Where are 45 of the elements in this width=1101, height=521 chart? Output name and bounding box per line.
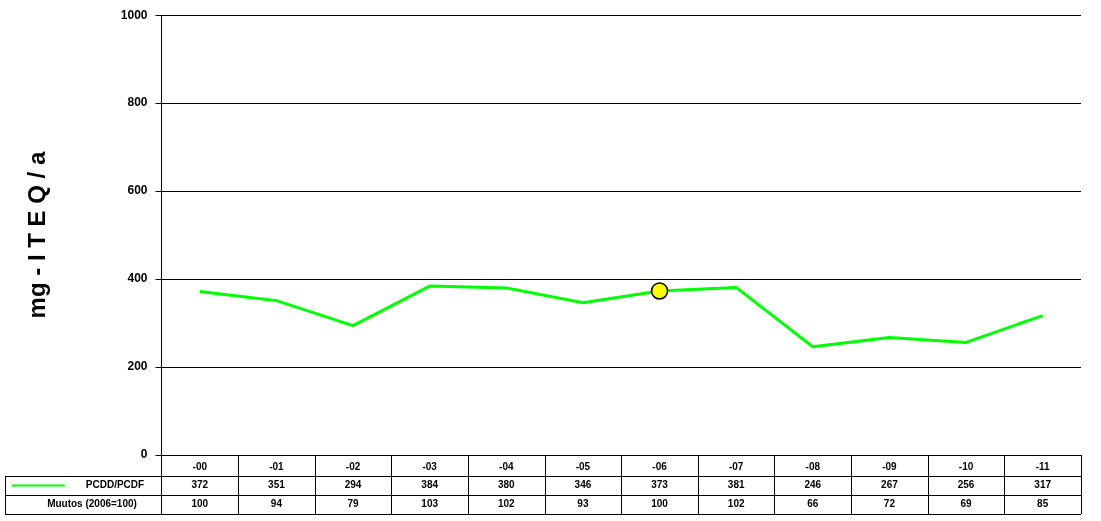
- text: 66: [807, 498, 819, 510]
- data-label: 267: [881, 479, 899, 491]
- y-tick-label: 600: [127, 183, 148, 198]
- text: 69: [960, 498, 973, 510]
- y-axis-title: mg - I T E Q / a: [23, 151, 51, 319]
- data-label: 246: [804, 479, 822, 491]
- data-label: 372: [191, 479, 209, 491]
- x-tick-label: -03: [422, 460, 438, 472]
- y-tick-label: 800: [127, 95, 148, 110]
- x-tick-label: -09: [882, 460, 898, 472]
- y-tick-label: 400: [127, 271, 148, 286]
- y-tick-label: 200: [127, 359, 148, 374]
- data-label: 346: [574, 479, 592, 491]
- x-tick-label: -02: [345, 460, 361, 472]
- data-label: 256: [957, 479, 975, 491]
- text: 102: [727, 498, 745, 510]
- text: 72: [883, 498, 896, 510]
- text: 103: [421, 498, 439, 510]
- data-label: 317: [1034, 479, 1052, 491]
- x-tick-label: -10: [958, 460, 974, 472]
- text: 85: [1037, 498, 1049, 510]
- x-tick-label: -06: [652, 460, 668, 472]
- text: 102: [497, 498, 516, 510]
- text: 100: [191, 498, 209, 510]
- text: 93: [577, 498, 589, 510]
- text: 100: [651, 498, 669, 510]
- data-label: 373: [651, 479, 669, 491]
- x-tick-label: -00: [192, 460, 208, 472]
- text: PCDD/PCDF: [85, 479, 145, 491]
- x-tick-label: -04: [499, 460, 514, 472]
- y-tick-label: 0: [140, 447, 148, 462]
- x-tick-label: -08: [805, 460, 821, 472]
- text: Muutos (2006=100): [47, 498, 137, 510]
- data-label: 380: [497, 479, 516, 491]
- x-tick-label: -11: [1035, 460, 1051, 472]
- x-tick-label: -07: [728, 460, 744, 472]
- x-tick-label: -01: [269, 460, 285, 472]
- data-label: 351: [268, 479, 286, 491]
- text: 94: [270, 498, 283, 510]
- y-tick-label: 1000: [120, 7, 148, 22]
- text: 79: [347, 498, 360, 510]
- x-tick-label: -05: [575, 460, 591, 472]
- data-label: 294: [344, 479, 362, 491]
- data-label: 384: [421, 479, 439, 491]
- data-label: 381: [727, 479, 745, 491]
